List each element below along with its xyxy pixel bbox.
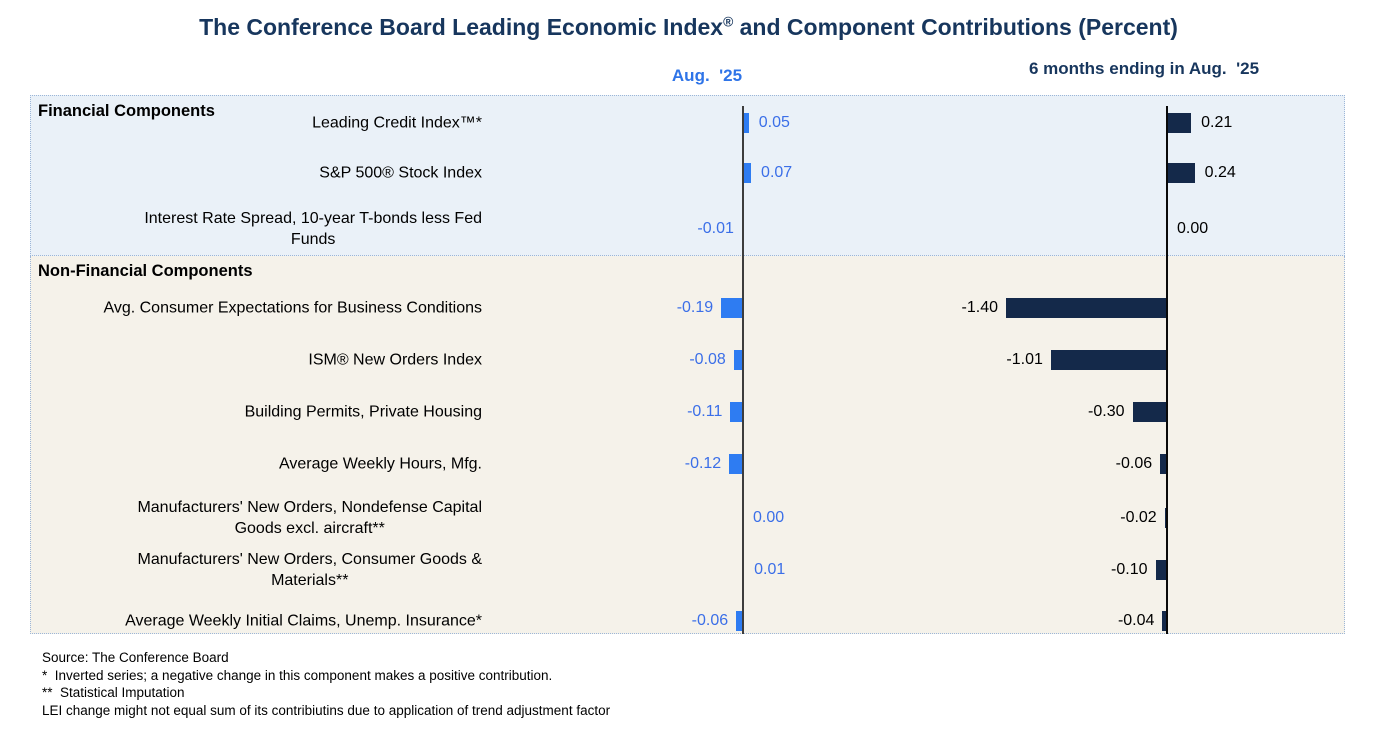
component-row-label: Avg. Consumer Expectations for Business … — [103, 299, 482, 317]
aug-bar — [743, 113, 749, 133]
aug-value-label: -0.11 — [687, 403, 723, 420]
footnote-inverted-series: * Inverted series; a negative change in … — [42, 668, 553, 683]
non-financial-section-header: Non-Financial Components — [38, 262, 253, 280]
six-month-value-label: -0.04 — [1117, 612, 1155, 629]
aug-value-label: 0.07 — [761, 164, 793, 181]
six-month-value-label: 0.24 — [1204, 164, 1236, 181]
six-month-value-label: -0.30 — [1088, 403, 1125, 420]
six-month-value-label: 0.00 — [1177, 220, 1209, 237]
aug-bar — [733, 350, 743, 370]
six-month-bar — [1155, 560, 1167, 580]
aug-bar — [729, 454, 743, 474]
financial-section-panel — [30, 95, 1345, 256]
aug-bar — [743, 163, 752, 183]
footnote-trend-adjustment: LEI change might not equal sum of its co… — [42, 703, 611, 718]
chart-title: The Conference Board Leading Economic In… — [0, 14, 1377, 41]
six-month-bar — [1132, 402, 1167, 422]
component-row-label: S&P 500® Stock Index — [319, 164, 482, 182]
component-row-label: Manufacturers' New Orders, Nondefense Ca… — [137, 499, 482, 537]
chart-title-text-continued: and Component Contributions (Percent) — [733, 14, 1178, 40]
aug-value-label: -0.19 — [676, 299, 714, 316]
financial-section-header: Financial Components — [38, 102, 215, 120]
aug-zero-axis-line — [742, 106, 744, 634]
aug-value-label: 0.01 — [754, 561, 786, 578]
component-row-label: ISM® New Orders Index — [308, 351, 482, 369]
aug-bar — [721, 298, 743, 318]
component-row-label: Interest Rate Spread, 10-year T-bonds le… — [144, 210, 482, 248]
aug-value-label: 0.05 — [758, 114, 790, 131]
six-month-value-label: -0.06 — [1115, 455, 1153, 472]
component-row-label: Manufacturers' New Orders, Consumer Good… — [137, 551, 482, 589]
six-month-bar — [1006, 298, 1167, 318]
aug-bar — [730, 402, 743, 422]
aug-value-label: 0.00 — [753, 509, 785, 526]
six-month-column-header: 6 months ending in Aug. '25 — [1028, 59, 1260, 78]
aug-value-label: -0.06 — [691, 612, 729, 629]
six-month-bar — [1160, 454, 1167, 474]
aug-value-label: -0.01 — [697, 220, 734, 237]
six-month-zero-axis-line — [1166, 106, 1168, 634]
component-row-label: Average Weekly Initial Claims, Unemp. In… — [125, 612, 482, 630]
six-month-bar — [1164, 508, 1167, 528]
six-month-value-label: -1.40 — [961, 299, 998, 316]
aug-value-label: -0.12 — [684, 455, 722, 472]
six-month-value-label: -1.01 — [1006, 351, 1043, 368]
six-month-bar — [1162, 611, 1167, 631]
six-month-bar — [1167, 113, 1192, 133]
six-month-bar — [1050, 350, 1167, 370]
aug-bar — [736, 611, 743, 631]
component-row-label: Building Permits, Private Housing — [244, 403, 482, 421]
component-row-label: Average Weekly Hours, Mfg. — [278, 455, 482, 473]
six-month-value-label: -0.10 — [1111, 561, 1148, 578]
six-month-value-label: -0.02 — [1120, 509, 1157, 526]
registered-trademark-symbol: ® — [723, 14, 734, 30]
aug-value-label: -0.08 — [689, 351, 726, 368]
footnote-statistical-imputation: ** Statistical Imputation — [42, 685, 185, 700]
source-note: Source: The Conference Board — [42, 650, 229, 665]
aug-column-header: Aug. '25 — [671, 66, 743, 85]
six-month-bar — [1167, 163, 1195, 183]
six-month-value-label: 0.21 — [1201, 114, 1233, 131]
non-financial-section-panel — [30, 256, 1345, 634]
chart-title-text: The Conference Board Leading Economic In… — [199, 14, 724, 40]
component-row-label: Leading Credit Index™* — [312, 114, 482, 132]
